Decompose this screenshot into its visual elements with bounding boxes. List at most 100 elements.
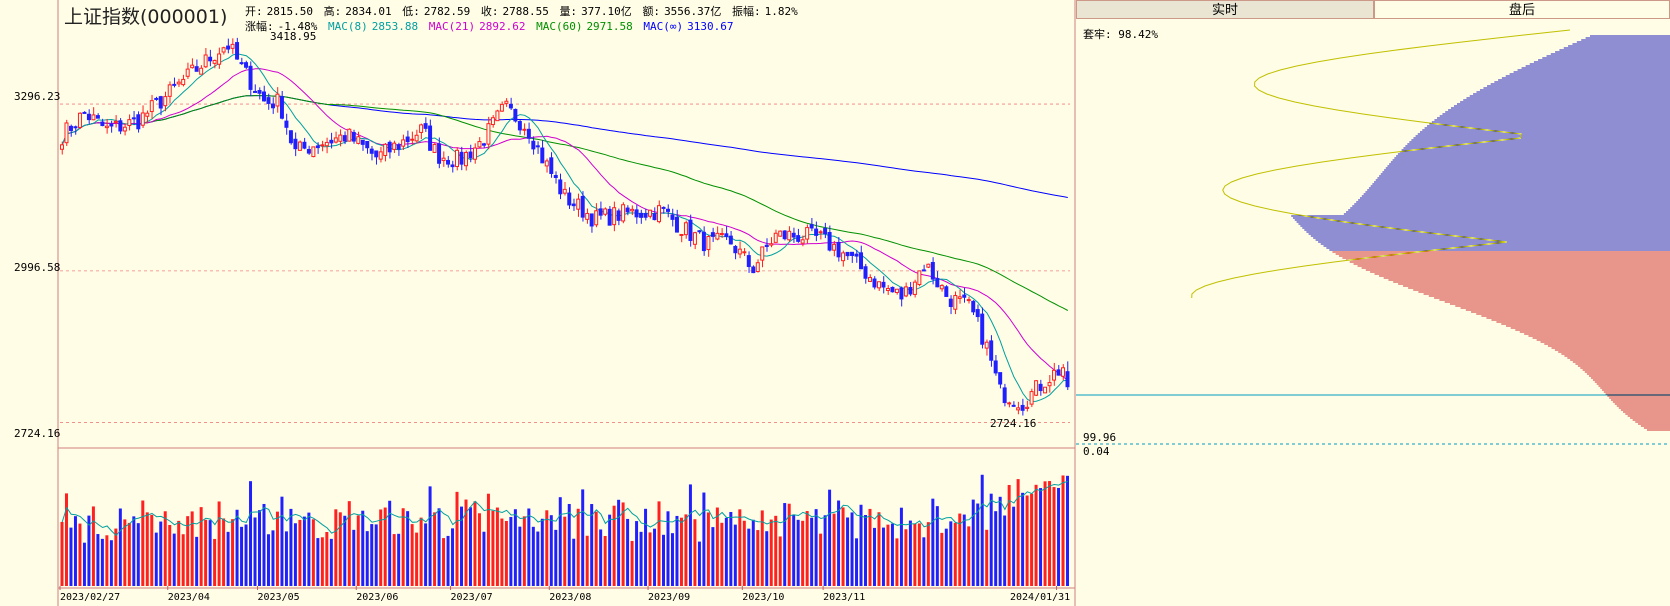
volume-bar: [688, 484, 692, 586]
candle-body: [464, 151, 468, 167]
volume-bar: [940, 532, 944, 586]
candle-body: [549, 157, 554, 174]
candle-body: [1052, 369, 1057, 381]
candle-body: [275, 93, 280, 107]
candle-body: [163, 96, 168, 107]
volume-bar: [204, 519, 208, 586]
candle-body: [697, 230, 702, 233]
candle-body: [262, 91, 266, 102]
candle-body: [167, 84, 172, 97]
volume-bar: [953, 522, 957, 586]
candle-body: [872, 278, 877, 288]
chip-profile-line: [1191, 29, 1571, 299]
volume-bar: [356, 515, 360, 586]
volume-bar: [769, 519, 773, 586]
candle-body: [405, 136, 410, 143]
volume-bar: [177, 520, 181, 586]
candle-body: [558, 179, 563, 195]
candle-body: [306, 149, 311, 154]
candle-body: [1047, 382, 1052, 387]
tab-after-hours[interactable]: 盘后: [1374, 0, 1670, 19]
candle-body: [1029, 391, 1034, 405]
candle-body: [854, 253, 859, 257]
volume-bar: [320, 537, 324, 586]
volume-bar: [899, 507, 903, 586]
volume-bar: [397, 533, 401, 586]
candle-body: [297, 141, 302, 151]
volume-bar: [78, 523, 82, 586]
candle-body: [208, 56, 213, 62]
volume-bar: [1043, 481, 1047, 586]
volume-bar: [231, 519, 235, 586]
candle-body: [91, 114, 96, 121]
candle-body: [100, 121, 105, 127]
candle-body: [571, 203, 576, 207]
volume-bar: [886, 524, 890, 586]
volume-bar: [491, 510, 495, 586]
volume-bar: [132, 516, 136, 586]
candle-body: [235, 42, 240, 60]
candle-body: [616, 210, 621, 221]
volume-bar: [419, 517, 423, 586]
volume-bar: [796, 519, 800, 586]
candle-body: [948, 298, 953, 308]
candle-body: [342, 135, 347, 142]
volume-bar: [222, 518, 226, 586]
candle-body: [980, 313, 985, 345]
volume-bar: [334, 509, 338, 586]
volume-bar: [338, 512, 342, 586]
volume-bar: [424, 523, 428, 586]
ma8-value: 2853.88: [371, 20, 419, 33]
volume-bar: [693, 519, 697, 586]
candle-body: [845, 251, 850, 257]
candle-body: [1020, 404, 1025, 411]
candle-body: [567, 192, 572, 206]
volume-bar: [186, 516, 190, 586]
volume-bar: [172, 533, 176, 586]
candle-body: [975, 309, 980, 318]
volume-bar: [626, 518, 630, 586]
candle-body: [347, 128, 352, 142]
candle-body: [903, 286, 908, 297]
volume-bar: [554, 529, 558, 586]
candle-body: [428, 125, 433, 151]
candle-body: [419, 124, 424, 133]
volume-bar: [670, 533, 674, 586]
volume-bar: [877, 512, 881, 586]
candle-body: [850, 251, 855, 256]
candle-body: [450, 164, 455, 168]
loss-pct: 0.04: [1083, 445, 1110, 458]
volume-bar: [621, 502, 625, 586]
candle-body: [989, 340, 994, 361]
volume-bar: [814, 509, 818, 586]
trapped-ratio: 套牢: 98.42%: [1083, 26, 1158, 42]
volume-bar: [123, 519, 127, 586]
volume-bar: [720, 522, 724, 586]
volume-bar: [289, 508, 293, 586]
candle-body: [778, 230, 783, 237]
y-tick-label: 3296.23: [14, 90, 61, 103]
volume-bar: [805, 511, 809, 586]
volume-bar: [846, 517, 850, 586]
candle-body: [288, 130, 293, 144]
candle-body: [226, 45, 231, 50]
candle-body: [935, 277, 940, 288]
volume-bar: [105, 535, 109, 586]
candle-body: [508, 103, 513, 109]
candle-body: [585, 212, 590, 220]
volume-bar: [648, 532, 652, 586]
candle-body: [859, 252, 864, 270]
candle-body: [868, 276, 872, 282]
volume-bar: [477, 513, 481, 586]
candle-body: [809, 224, 814, 229]
tab-realtime[interactable]: 实时: [1076, 0, 1374, 19]
volume-bar: [374, 524, 378, 586]
candle-body: [481, 143, 486, 146]
volume-bar: [549, 515, 553, 586]
candle-body: [643, 213, 648, 218]
amplitude-value: 1.82%: [764, 5, 798, 18]
candle-body: [531, 140, 536, 150]
volume-bar: [1003, 515, 1007, 586]
volume-bar: [747, 528, 751, 586]
